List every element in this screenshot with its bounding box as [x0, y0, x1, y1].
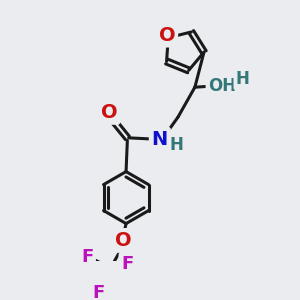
Text: O: O — [101, 103, 118, 122]
Text: H: H — [236, 70, 250, 88]
Text: H: H — [170, 136, 184, 154]
Text: O: O — [115, 231, 132, 250]
Text: F: F — [93, 284, 105, 300]
Text: F: F — [121, 255, 134, 273]
Text: O: O — [159, 26, 175, 45]
Text: OH: OH — [208, 77, 236, 95]
Text: F: F — [81, 248, 93, 266]
Text: N: N — [152, 130, 168, 148]
